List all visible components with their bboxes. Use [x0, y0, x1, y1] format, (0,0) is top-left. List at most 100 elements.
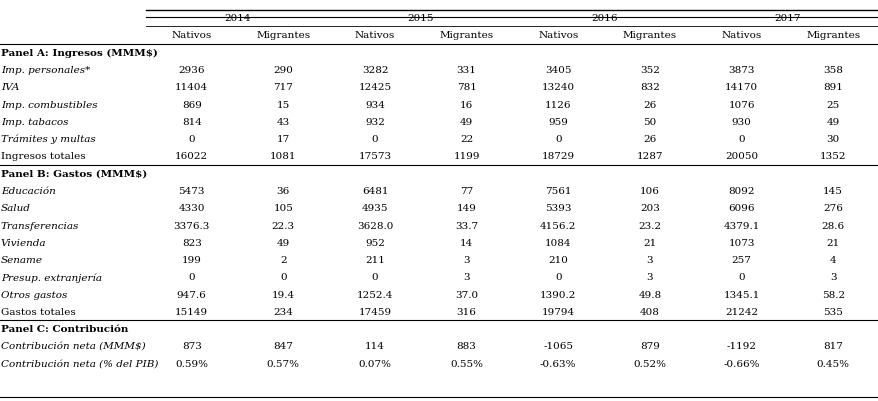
- Text: 3: 3: [646, 255, 652, 264]
- Text: Migrantes: Migrantes: [805, 31, 860, 41]
- Text: 3: 3: [829, 273, 836, 282]
- Text: 1081: 1081: [270, 152, 296, 161]
- Text: 37.0: 37.0: [455, 290, 478, 299]
- Text: 21: 21: [825, 238, 838, 247]
- Text: 1199: 1199: [453, 152, 479, 161]
- Text: 17: 17: [277, 135, 290, 144]
- Text: 952: 952: [364, 238, 385, 247]
- Text: 2936: 2936: [178, 66, 205, 75]
- Text: 817: 817: [823, 342, 842, 350]
- Text: 114: 114: [364, 342, 385, 350]
- Text: Transferencias: Transferencias: [1, 221, 79, 230]
- Text: 6481: 6481: [362, 186, 388, 195]
- Text: 1390.2: 1390.2: [539, 290, 576, 299]
- Text: 17573: 17573: [358, 152, 391, 161]
- Text: 934: 934: [364, 100, 385, 109]
- Text: 891: 891: [823, 83, 842, 92]
- Text: Sename: Sename: [1, 255, 43, 264]
- Text: -1192: -1192: [726, 342, 756, 350]
- Text: 0: 0: [188, 273, 195, 282]
- Text: 869: 869: [182, 100, 201, 109]
- Text: 0: 0: [738, 273, 744, 282]
- Text: 959: 959: [548, 117, 567, 127]
- Text: 16: 16: [459, 100, 472, 109]
- Text: 276: 276: [823, 204, 842, 213]
- Text: 22: 22: [459, 135, 472, 144]
- Text: 0.59%: 0.59%: [175, 359, 208, 368]
- Text: 257: 257: [730, 255, 751, 264]
- Text: 14170: 14170: [724, 83, 757, 92]
- Text: 847: 847: [273, 342, 293, 350]
- Text: 211: 211: [364, 255, 385, 264]
- Text: 26: 26: [643, 135, 656, 144]
- Text: 12425: 12425: [358, 83, 391, 92]
- Text: 0.55%: 0.55%: [450, 359, 483, 368]
- Text: 3405: 3405: [544, 66, 571, 75]
- Text: 20050: 20050: [724, 152, 757, 161]
- Text: Panel C: Contribución: Panel C: Contribución: [1, 324, 128, 333]
- Text: 3628.0: 3628.0: [356, 221, 392, 230]
- Text: 210: 210: [548, 255, 567, 264]
- Text: 352: 352: [639, 66, 659, 75]
- Text: 145: 145: [823, 186, 842, 195]
- Text: 1345.1: 1345.1: [723, 290, 759, 299]
- Text: 2015: 2015: [407, 14, 434, 23]
- Text: 49: 49: [459, 117, 472, 127]
- Text: 1126: 1126: [544, 100, 571, 109]
- Text: 19794: 19794: [541, 307, 574, 316]
- Text: 7561: 7561: [544, 186, 571, 195]
- Text: 203: 203: [639, 204, 659, 213]
- Text: Nativos: Nativos: [537, 31, 578, 41]
- Text: Migrantes: Migrantes: [439, 31, 493, 41]
- Text: Migrantes: Migrantes: [623, 31, 676, 41]
- Text: -0.66%: -0.66%: [723, 359, 759, 368]
- Text: Otros gastos: Otros gastos: [1, 290, 68, 299]
- Text: 33.7: 33.7: [455, 221, 478, 230]
- Text: 316: 316: [457, 307, 476, 316]
- Text: 883: 883: [457, 342, 476, 350]
- Text: 290: 290: [273, 66, 293, 75]
- Text: 21242: 21242: [724, 307, 757, 316]
- Text: 106: 106: [639, 186, 659, 195]
- Text: Imp. personales*: Imp. personales*: [1, 66, 90, 75]
- Text: 77: 77: [459, 186, 472, 195]
- Text: 22.3: 22.3: [271, 221, 295, 230]
- Text: 4379.1: 4379.1: [723, 221, 759, 230]
- Text: 331: 331: [457, 66, 476, 75]
- Text: 105: 105: [273, 204, 293, 213]
- Text: 17459: 17459: [358, 307, 391, 316]
- Text: 5393: 5393: [544, 204, 571, 213]
- Text: 408: 408: [639, 307, 659, 316]
- Text: 814: 814: [182, 117, 201, 127]
- Text: -1065: -1065: [543, 342, 572, 350]
- Text: IVA: IVA: [1, 83, 19, 92]
- Text: 0.07%: 0.07%: [358, 359, 391, 368]
- Text: 0: 0: [554, 135, 561, 144]
- Text: Imp. tabacos: Imp. tabacos: [1, 117, 68, 127]
- Text: 0: 0: [371, 273, 378, 282]
- Text: Migrantes: Migrantes: [256, 31, 310, 41]
- Text: 8092: 8092: [728, 186, 754, 195]
- Text: Gastos totales: Gastos totales: [1, 307, 76, 316]
- Text: 0.45%: 0.45%: [816, 359, 849, 368]
- Text: 3873: 3873: [728, 66, 754, 75]
- Text: 23.2: 23.2: [637, 221, 661, 230]
- Text: 16022: 16022: [175, 152, 208, 161]
- Text: Presup. extranjería: Presup. extranjería: [1, 272, 102, 282]
- Text: 0: 0: [280, 273, 286, 282]
- Text: Nativos: Nativos: [721, 31, 761, 41]
- Text: 879: 879: [639, 342, 659, 350]
- Text: 823: 823: [182, 238, 201, 247]
- Text: 535: 535: [823, 307, 842, 316]
- Text: 149: 149: [457, 204, 476, 213]
- Text: 26: 26: [643, 100, 656, 109]
- Text: 0: 0: [738, 135, 744, 144]
- Text: 717: 717: [273, 83, 293, 92]
- Text: 0: 0: [188, 135, 195, 144]
- Text: 0.52%: 0.52%: [633, 359, 666, 368]
- Text: 2016: 2016: [590, 14, 616, 23]
- Text: 873: 873: [182, 342, 201, 350]
- Text: Contribución neta (% del PIB): Contribución neta (% del PIB): [1, 359, 158, 368]
- Text: 18729: 18729: [541, 152, 574, 161]
- Text: 15149: 15149: [175, 307, 208, 316]
